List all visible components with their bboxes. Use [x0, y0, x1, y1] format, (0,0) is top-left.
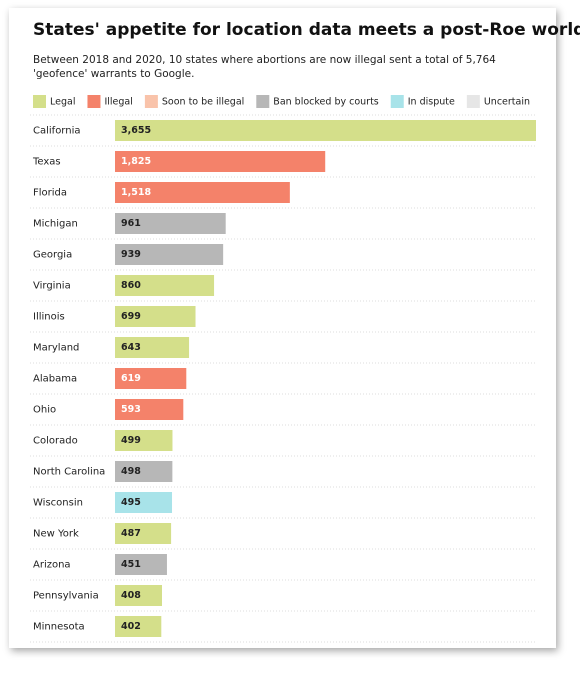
- value-label: 408: [121, 590, 141, 601]
- category-label: Alabama: [33, 374, 77, 385]
- value-label: 860: [121, 280, 141, 291]
- subtitle-box: Between 2018 and 2020, 10 states where a…: [33, 54, 496, 80]
- category-label: Illinois: [33, 312, 65, 323]
- value-label: 1,825: [121, 156, 151, 167]
- value-label: 402: [121, 621, 141, 632]
- category-label: Wisconsin: [33, 498, 83, 509]
- legend-swatch: [144, 95, 158, 108]
- value-label: 495: [121, 497, 141, 508]
- bar: [115, 213, 226, 234]
- bar: [115, 182, 290, 203]
- category-label: California: [33, 126, 81, 137]
- value-label: 499: [121, 435, 141, 446]
- value-label: 3,655: [121, 125, 151, 136]
- legend-swatch: [33, 95, 46, 108]
- category-label: Colorado: [33, 436, 78, 447]
- legend-label: Soon to be illegal: [162, 97, 244, 108]
- legend-swatch: [466, 95, 480, 108]
- legend-label: Ban blocked by courts: [273, 97, 379, 108]
- category-label: North Carolina: [33, 467, 105, 478]
- legend-label: In dispute: [408, 97, 455, 108]
- value-label: 619: [121, 373, 141, 384]
- legend-label: Legal: [50, 97, 75, 108]
- value-label: 643: [121, 342, 141, 353]
- bar: [115, 585, 162, 606]
- bar: [115, 368, 187, 389]
- category-label: Ohio: [33, 405, 56, 416]
- bar: [115, 151, 326, 172]
- value-label: 498: [121, 466, 141, 477]
- category-label: Pennsylvania: [33, 591, 99, 602]
- legend-swatch: [87, 95, 101, 108]
- value-label: 961: [121, 218, 141, 229]
- legend-swatch: [390, 95, 404, 108]
- chart-title: States' appetite for location data meets…: [33, 20, 580, 40]
- value-label: 487: [121, 528, 141, 539]
- legend-label: Illegal: [104, 97, 132, 108]
- value-label: 451: [121, 559, 141, 570]
- bar: [115, 275, 215, 296]
- category-label: Michigan: [33, 219, 78, 230]
- category-label: Texas: [32, 157, 61, 168]
- bar: [115, 337, 190, 358]
- category-label: Maryland: [33, 343, 79, 354]
- bar: [115, 399, 184, 420]
- bar: [115, 616, 162, 637]
- bar: [115, 430, 173, 451]
- bar: [115, 523, 172, 544]
- value-label: 1,518: [121, 187, 151, 198]
- category-label: Arizona: [33, 560, 71, 571]
- category-label: Virginia: [33, 281, 71, 292]
- bar: [115, 244, 224, 265]
- legend-swatch: [256, 95, 270, 108]
- bar: [115, 554, 167, 575]
- category-label: Florida: [33, 188, 67, 199]
- bar: [115, 306, 196, 327]
- chart-subtitle: Between 2018 and 2020, 10 states where a…: [33, 54, 496, 80]
- bar: [115, 492, 173, 513]
- category-label: Minnesota: [33, 622, 85, 633]
- legend-label: Uncertain: [484, 97, 530, 108]
- category-label: New York: [33, 529, 79, 540]
- value-label: 939: [121, 249, 141, 260]
- category-label: Georgia: [33, 250, 72, 261]
- bar: [115, 120, 536, 141]
- value-label: 593: [121, 404, 141, 415]
- bar: [115, 461, 173, 482]
- value-label: 699: [121, 311, 141, 322]
